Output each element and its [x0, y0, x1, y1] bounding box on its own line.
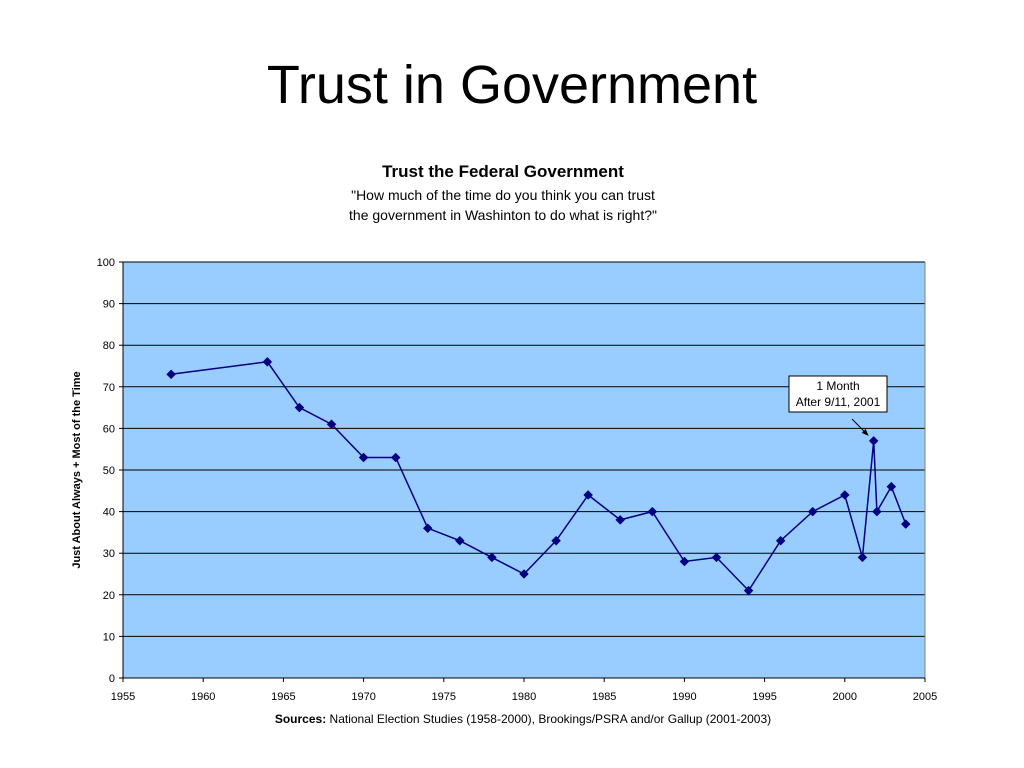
data-point-18: [807, 506, 818, 517]
y-tick-label-80: 80: [103, 340, 115, 352]
x-tick-label-2005: 2005: [913, 691, 937, 703]
x-axis-tick-labels: 1955 1960 1965 1970 1975 1980 1985 1990 1995 2000…: [111, 691, 937, 703]
source-text: National Election Studies (1958-2000), B…: [326, 712, 771, 726]
source-label: Sources:: [275, 712, 326, 726]
x-tick-label-1995: 1995: [752, 691, 776, 703]
y-tick-label-100: 100: [97, 257, 115, 269]
y-tick-label-60: 60: [103, 423, 115, 435]
x-tick-label-1980: 1980: [512, 691, 536, 703]
x-tick-label-2000: 2000: [833, 691, 857, 703]
chart-subtitle-line-2: the government in Washinton to do what i…: [349, 207, 657, 223]
data-point-7: [454, 535, 465, 546]
annotation-box: [788, 375, 888, 413]
y-tick-label-50: 50: [103, 465, 115, 477]
data-point-23: [886, 481, 897, 492]
data-point-17: [775, 535, 786, 546]
data-point-6: [422, 523, 433, 534]
x-tick-label-1985: 1985: [592, 691, 616, 703]
data-point-4: [358, 452, 369, 463]
annotation-arrow-head: [861, 428, 869, 436]
data-series: [166, 356, 911, 596]
y-tick-label-90: 90: [103, 299, 115, 311]
data-point-15: [711, 552, 722, 563]
y-tick-label-40: 40: [103, 507, 115, 519]
data-point-21: [868, 436, 879, 446]
chart-subtitle-line-1: "How much of the time do you think you c…: [351, 187, 655, 203]
y-tick-label-70: 70: [103, 382, 115, 394]
data-point-10: [551, 535, 561, 546]
data-point-0: [166, 369, 176, 380]
data-point-19: [839, 490, 850, 500]
data-point-12: [615, 515, 626, 525]
source-note: Sources: National Election Studies (1958…: [275, 712, 771, 726]
x-tick-label-1965: 1965: [271, 691, 295, 703]
y-tick-label-30: 30: [103, 548, 115, 560]
data-point-20: [857, 552, 868, 563]
y-axis-label: Just About Always + Most of the Time: [71, 371, 83, 568]
x-tick-label-1960: 1960: [191, 691, 215, 703]
data-point-9: [519, 569, 529, 579]
data-point-8: [487, 552, 497, 563]
data-point-22: [872, 506, 882, 517]
annotation: 1 Month After 9/11, 2001: [788, 375, 888, 436]
data-point-1: [262, 356, 273, 367]
chart-title: Trust the Federal Government: [382, 162, 624, 181]
annotation-line-1: 1 Month: [816, 379, 859, 393]
data-point-3: [326, 419, 337, 430]
x-tick-label-1975: 1975: [432, 691, 456, 703]
data-point-24: [900, 519, 911, 529]
data-point-13: [647, 506, 658, 517]
data-point-16: [743, 585, 754, 596]
y-tick-label-10: 10: [103, 631, 115, 643]
slide-title: Trust in Government: [266, 55, 758, 115]
y-tick-label-20: 20: [103, 590, 115, 602]
annotation-line-2: After 9/11, 2001: [796, 395, 881, 409]
axes: [119, 261, 926, 682]
x-tick-label-1970: 1970: [351, 691, 375, 703]
data-point-5: [390, 452, 401, 463]
y-tick-label-0: 0: [109, 673, 115, 685]
data-point-11: [583, 490, 594, 500]
data-point-14: [679, 556, 690, 567]
data-point-2: [294, 402, 305, 413]
x-tick-label-1955: 1955: [111, 691, 135, 703]
x-tick-label-1990: 1990: [672, 691, 696, 703]
y-axis-tick-labels: 0 10 20 30 40 50 60 70 80 90 100: [97, 257, 115, 685]
